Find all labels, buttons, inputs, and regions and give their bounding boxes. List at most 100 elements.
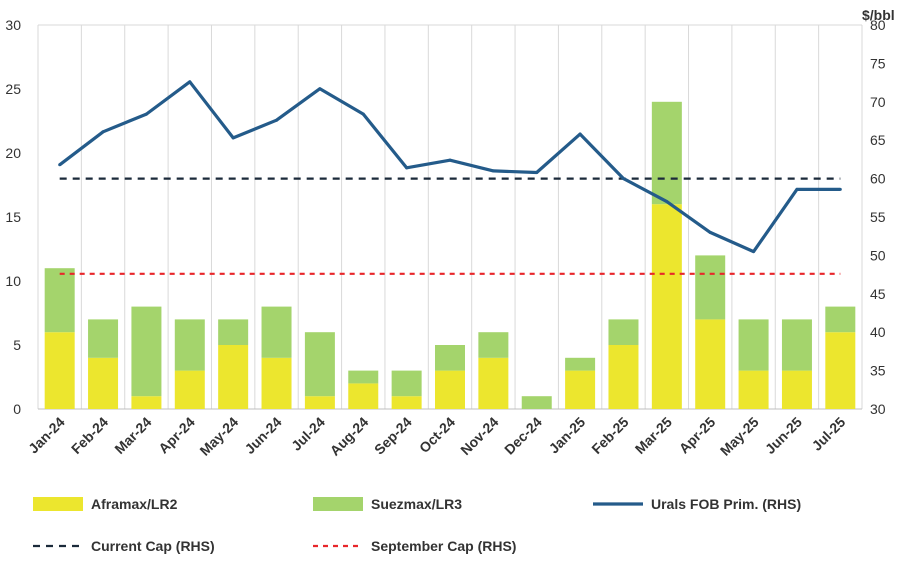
bar-suezmax-Jan-25 bbox=[565, 357, 596, 371]
legend-item-3: Current Cap (RHS) bbox=[33, 538, 215, 554]
urals-point-Dec-24 bbox=[535, 170, 539, 174]
urals-point-Jan-25 bbox=[578, 132, 582, 136]
left-tick-label: 0 bbox=[13, 401, 21, 417]
right-tick-label: 50 bbox=[870, 247, 886, 263]
bar-aframax-Mar-25 bbox=[651, 204, 682, 409]
bar-aframax-Mar-24 bbox=[131, 396, 162, 409]
bar-suezmax-May-25 bbox=[738, 319, 769, 371]
x-tick-label: Nov-24 bbox=[457, 414, 501, 458]
bar-aframax-Jan-25 bbox=[565, 370, 596, 409]
legend-label: Current Cap (RHS) bbox=[91, 538, 215, 554]
left-tick-label: 15 bbox=[5, 209, 21, 225]
x-tick-label: May-24 bbox=[196, 414, 241, 459]
urals-point-Jul-25 bbox=[838, 187, 842, 191]
x-tick-label: Aug-24 bbox=[327, 414, 372, 459]
bar-suezmax-Jan-24 bbox=[44, 268, 75, 333]
legend-item-4: September Cap (RHS) bbox=[313, 538, 516, 554]
bar-suezmax-Jun-24 bbox=[261, 306, 292, 358]
bar-suezmax-Feb-25 bbox=[608, 319, 639, 345]
left-tick-label: 5 bbox=[13, 337, 21, 353]
bar-aframax-Nov-24 bbox=[478, 357, 509, 409]
bar-aframax-Oct-24 bbox=[435, 370, 465, 409]
right-tick-label: 65 bbox=[870, 132, 886, 148]
urals-point-Apr-24 bbox=[188, 80, 192, 84]
right-tick-label: 70 bbox=[870, 94, 886, 110]
right-axis-unit-label: $/bbl bbox=[862, 7, 895, 23]
bar-suezmax-Aug-24 bbox=[348, 370, 379, 384]
right-tick-label: 45 bbox=[870, 286, 886, 302]
bar-aframax-May-24 bbox=[218, 345, 249, 409]
urals-point-Aug-24 bbox=[361, 112, 365, 116]
legend-item-0: Aframax/LR2 bbox=[33, 496, 178, 512]
bar-suezmax-Jul-25 bbox=[825, 306, 856, 333]
x-tick-label: Jun-25 bbox=[762, 414, 805, 457]
x-tick-label: May-25 bbox=[717, 414, 762, 459]
x-tick-label: Mar-24 bbox=[111, 414, 154, 457]
urals-point-Jan-24 bbox=[58, 163, 62, 167]
urals-point-May-24 bbox=[231, 136, 235, 140]
x-tick-label: Dec-24 bbox=[501, 414, 545, 458]
urals-point-Jun-24 bbox=[275, 118, 279, 122]
left-tick-label: 10 bbox=[5, 273, 21, 289]
bar-aframax-Jun-24 bbox=[261, 357, 292, 409]
legend-label: September Cap (RHS) bbox=[371, 538, 516, 554]
x-tick-label: Apr-25 bbox=[676, 414, 719, 457]
urals-point-Jul-24 bbox=[318, 87, 322, 91]
lines bbox=[58, 80, 842, 275]
legend-label: Suezmax/LR3 bbox=[371, 496, 462, 512]
bar-suezmax-Dec-24 bbox=[521, 396, 552, 409]
bar-suezmax-Nov-24 bbox=[478, 332, 509, 358]
bar-suezmax-Sep-24 bbox=[391, 370, 422, 397]
urals-point-Mar-24 bbox=[144, 112, 148, 116]
left-tick-label: 20 bbox=[5, 145, 21, 161]
bar-aframax-May-25 bbox=[738, 370, 769, 409]
legend: Aframax/LR2 Suezmax/LR3 Urals FOB Prim. (R… bbox=[33, 496, 801, 554]
x-tick-label: Mar-25 bbox=[632, 414, 675, 457]
bar-aframax-Aug-24 bbox=[348, 383, 379, 409]
bar-aframax-Sep-24 bbox=[391, 396, 422, 409]
left-tick-label: 25 bbox=[5, 81, 21, 97]
urals-point-Apr-25 bbox=[708, 230, 712, 234]
urals-point-Feb-24 bbox=[101, 130, 105, 134]
x-tick-label: Jun-24 bbox=[241, 414, 284, 457]
right-tick-label: 75 bbox=[870, 55, 886, 71]
urals-point-Nov-24 bbox=[491, 169, 495, 173]
legend-label: Aframax/LR2 bbox=[91, 496, 178, 512]
urals-fob-line bbox=[58, 80, 841, 254]
right-tick-label: 60 bbox=[870, 171, 886, 187]
x-tick-label: Jul-24 bbox=[288, 414, 328, 454]
bar-aframax-Apr-24 bbox=[174, 370, 205, 409]
urals-point-Jun-25 bbox=[795, 187, 799, 191]
x-tick-label: Jan-25 bbox=[546, 414, 589, 457]
bar-suezmax-Jun-25 bbox=[781, 319, 812, 371]
urals-point-Mar-25 bbox=[665, 200, 669, 204]
legend-label: Urals FOB Prim. (RHS) bbox=[651, 496, 801, 512]
x-tick-label: Sep-24 bbox=[371, 414, 415, 458]
bar-suezmax-May-24 bbox=[218, 319, 249, 345]
left-tick-label: 30 bbox=[5, 17, 21, 33]
bar-aframax-Apr-25 bbox=[695, 319, 726, 409]
x-tick-label: Feb-25 bbox=[588, 414, 631, 457]
bar-aframax-Jul-24 bbox=[304, 396, 335, 409]
x-tick-label: Jan-24 bbox=[25, 414, 68, 457]
right-tick-label: 35 bbox=[870, 363, 886, 379]
bar-suezmax-Oct-24 bbox=[435, 345, 465, 371]
bar-suezmax-Apr-25 bbox=[695, 255, 726, 320]
legend-item-2: Urals FOB Prim. (RHS) bbox=[593, 496, 801, 512]
bar-aframax-Feb-25 bbox=[608, 345, 639, 409]
bar-aframax-Jul-25 bbox=[825, 332, 856, 409]
urals-point-Feb-25 bbox=[621, 177, 625, 181]
bar-suezmax-Mar-24 bbox=[131, 306, 162, 397]
urals-point-Oct-24 bbox=[448, 158, 452, 162]
bar-aframax-Feb-24 bbox=[88, 357, 119, 409]
bar-suezmax-Feb-24 bbox=[88, 319, 119, 358]
right-tick-label: 55 bbox=[870, 209, 886, 225]
right-tick-label: 80 bbox=[870, 17, 886, 33]
legend-swatch bbox=[313, 497, 363, 511]
bar-suezmax-Apr-24 bbox=[174, 319, 205, 371]
bar-aframax-Jan-24 bbox=[44, 332, 75, 409]
legend-item-1: Suezmax/LR3 bbox=[313, 496, 462, 512]
x-tick-label: Feb-24 bbox=[68, 414, 111, 457]
bar-suezmax-Jul-24 bbox=[304, 332, 335, 397]
